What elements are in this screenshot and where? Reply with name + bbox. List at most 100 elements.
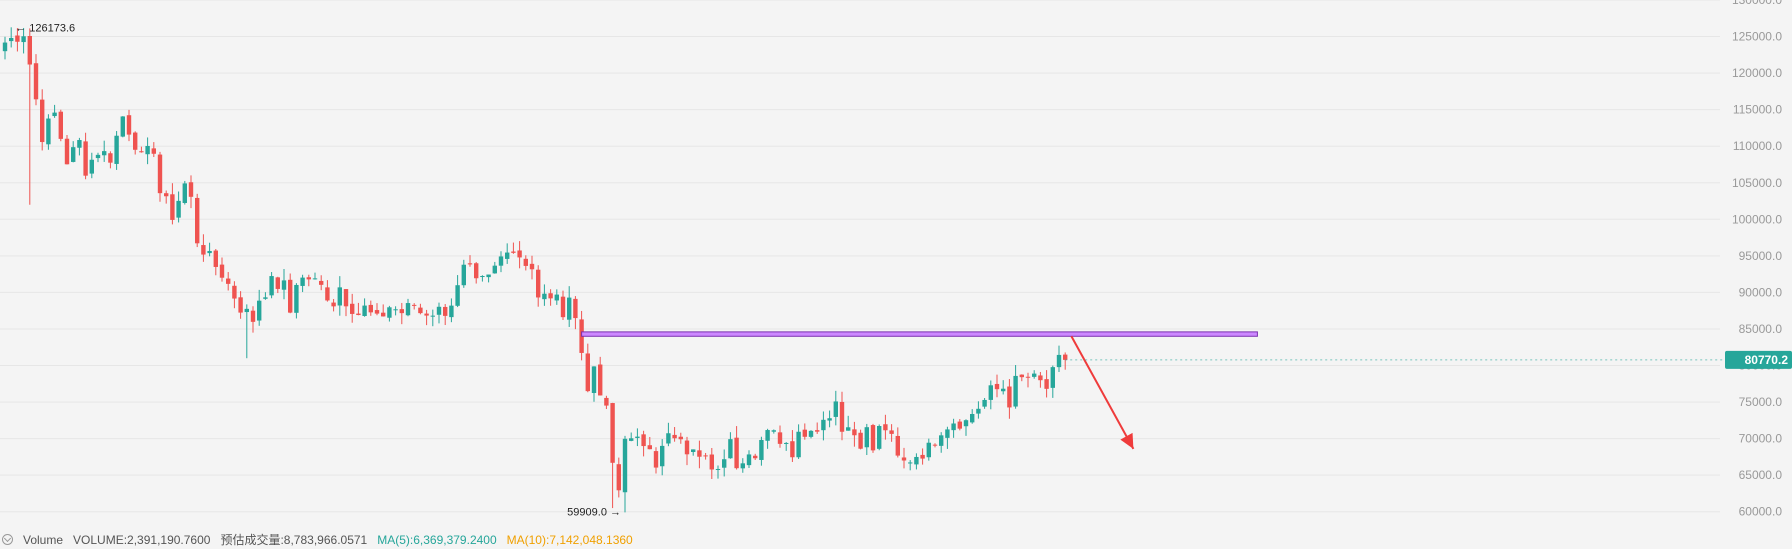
candle-body: [703, 455, 708, 457]
y-tick-label: 90000.0: [1739, 285, 1783, 299]
candle-body: [350, 303, 355, 314]
candle-body: [325, 287, 330, 301]
candle-body: [926, 442, 931, 458]
candle-body: [102, 151, 107, 156]
candle-body: [728, 439, 733, 459]
candle-body: [213, 250, 218, 267]
resistance-zone-rect: [581, 331, 1258, 337]
candle-body: [709, 454, 714, 470]
candle-body: [430, 315, 435, 317]
candle-body: [759, 439, 764, 460]
candle-body: [356, 313, 361, 316]
candle-body: [52, 112, 57, 117]
candle-body: [21, 36, 26, 43]
candle-body: [802, 429, 807, 437]
candle-body: [870, 425, 876, 451]
candle-body: [498, 256, 504, 266]
candle-body: [182, 183, 187, 203]
candle-body: [319, 280, 324, 285]
candle-body: [901, 457, 907, 461]
candle-body: [889, 430, 894, 434]
candle-body: [914, 456, 919, 465]
candle-body: [629, 438, 634, 441]
candle-body: [362, 305, 367, 316]
candle-body: [994, 383, 1000, 390]
candle-body: [443, 306, 448, 316]
candle-body: [846, 427, 851, 431]
candle-body: [1050, 367, 1055, 388]
y-tick-label: 120000.0: [1732, 66, 1782, 80]
candle-body: [511, 251, 516, 253]
candle-body: [219, 264, 225, 278]
candle-body: [517, 250, 522, 258]
candle-body: [988, 385, 993, 400]
candle-body: [195, 197, 200, 244]
candle-body: [753, 455, 758, 459]
candle-body: [734, 437, 739, 469]
candle-body: [932, 444, 938, 446]
candle-body: [405, 303, 411, 316]
candle-body: [895, 435, 900, 456]
drawing-overlays[interactable]: ← 126173.6 59909.0 →: [15, 22, 1725, 518]
candle-body: [647, 445, 652, 450]
candle-body: [1032, 373, 1037, 377]
candle-body: [697, 450, 702, 457]
candle-body: [920, 454, 925, 459]
candle-body: [170, 194, 175, 220]
candle-body: [399, 309, 404, 314]
volume-estimate: 预估成交量:8,783,966.0571: [220, 533, 368, 547]
current-price-label: 80770.2: [1745, 353, 1789, 367]
candle-body: [461, 264, 466, 286]
candle-body: [257, 300, 262, 321]
candle-body: [635, 436, 640, 438]
candle-body: [1025, 376, 1031, 378]
candle-body: [672, 434, 677, 439]
candle-body: [27, 36, 32, 65]
y-tick-label: 75000.0: [1739, 395, 1783, 409]
candle-body: [957, 421, 962, 429]
candle-body: [492, 265, 497, 274]
candle-body: [852, 429, 857, 436]
candle-body: [164, 193, 169, 197]
candle-body: [455, 285, 460, 306]
candle-body: [585, 353, 590, 392]
candle-body: [263, 297, 268, 299]
candle-body: [610, 403, 615, 463]
candle-body: [982, 399, 987, 407]
candle-body: [436, 306, 442, 315]
candle-body: [653, 451, 659, 468]
candle-body: [560, 296, 566, 318]
candle-body: [114, 135, 119, 164]
candle-body: [542, 293, 547, 300]
y-tick-label: 130000.0: [1732, 0, 1782, 7]
candle-body: [1013, 375, 1018, 407]
candle-body: [467, 263, 473, 265]
candle-body: [412, 304, 417, 306]
y-tick-label: 85000.0: [1739, 322, 1783, 336]
collapse-icon[interactable]: [2, 534, 13, 545]
price-axis[interactable]: 60000.065000.070000.075000.080000.085000…: [1725, 0, 1792, 519]
candle-body: [269, 276, 274, 296]
candle-body: [139, 151, 144, 153]
candle-body: [771, 430, 776, 432]
candle-body: [343, 289, 349, 307]
high-price-annotation: ← 126173.6: [15, 22, 75, 34]
candle-body: [46, 118, 51, 145]
candle-body: [207, 250, 212, 254]
candle-body: [784, 442, 789, 444]
candle-body: [424, 313, 429, 316]
candle-body: [89, 159, 94, 174]
candle-body: [641, 434, 646, 447]
candle-body: [157, 154, 163, 194]
y-tick-label: 115000.0: [1733, 103, 1782, 117]
candle-body: [604, 397, 609, 406]
candle-body: [1056, 354, 1062, 368]
candle-body: [622, 438, 628, 493]
candle-body: [244, 308, 249, 313]
candle-body: [777, 432, 783, 444]
candle-body: [505, 252, 510, 259]
candle-body: [827, 418, 832, 421]
candle-body: [486, 274, 491, 278]
candle-body: [337, 287, 342, 306]
